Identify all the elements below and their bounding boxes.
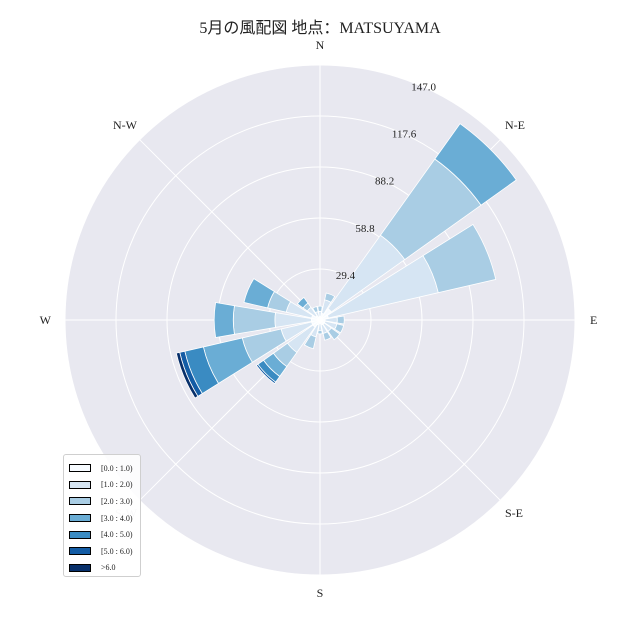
legend-swatch (69, 563, 91, 572)
legend-swatch (69, 464, 91, 473)
radial-tick-label-1: 58.8 (355, 223, 375, 235)
legend-item: >6.0 (69, 560, 135, 577)
legend-label: >6.0 (101, 563, 116, 573)
legend-item: [0.0 : 1.0) (69, 460, 135, 477)
bar-sector-13-bin-3 (243, 278, 275, 309)
legend-swatch (69, 514, 91, 523)
legend-label: [3.0 : 4.0) (101, 513, 133, 523)
bar-sector-12-bin-3 (213, 302, 235, 338)
legend-label: [5.0 : 6.0) (101, 546, 133, 556)
legend-swatch (69, 480, 91, 489)
radial-tick-label-3: 117.6 (392, 129, 417, 141)
grid-spoke-3 (319, 319, 501, 501)
direction-label-w: W (40, 313, 52, 327)
bar-sector-11-bin-6 (175, 351, 199, 399)
direction-label-n: N (316, 38, 325, 52)
bar-sector-14-bin-3 (296, 296, 309, 309)
legend-label: [0.0 : 1.0) (101, 463, 133, 473)
legend-item: [3.0 : 4.0) (69, 510, 135, 527)
bar-sector-10-bin-5 (255, 363, 277, 385)
bar-sector-1-bin-2 (324, 292, 336, 303)
direction-label-e: E (590, 313, 597, 327)
wind-bars (175, 123, 517, 399)
legend-item: [4.0 : 5.0) (69, 526, 135, 543)
radial-tick-label-0: 29.4 (336, 270, 356, 282)
legend: [0.0 : 1.0) [1.0 : 2.0) [2.0 : 3.0) [3.0 : … (63, 454, 141, 577)
legend-item: [2.0 : 3.0) (69, 493, 135, 510)
legend-swatch (69, 497, 91, 506)
bar-sector-5-bin-2 (334, 323, 345, 334)
bar-sector-2-bin-3 (434, 123, 517, 206)
legend-label: [2.0 : 3.0) (101, 496, 133, 506)
bar-sector-8-bin-2 (317, 329, 323, 335)
radial-tick-label-4: 147.0 (411, 81, 436, 93)
bar-sector-9-bin-2 (303, 334, 317, 350)
direction-label-n-w: N-W (113, 118, 138, 132)
direction-label-n-e: N-E (505, 118, 525, 132)
legend-label: [1.0 : 2.0) (101, 480, 133, 490)
direction-label-s: S (317, 586, 324, 600)
legend-swatch (69, 547, 91, 556)
direction-label-s-e: S-E (505, 506, 523, 520)
bar-sector-3-bin-2 (422, 223, 497, 294)
bar-sector-6-bin-2 (327, 327, 341, 341)
legend-label: [4.0 : 5.0) (101, 530, 133, 540)
bar-sector-0-bin-2 (317, 305, 323, 312)
chart-title: 5月の風配図 地点：MATSUYAMA (199, 19, 441, 37)
legend-item: [5.0 : 6.0) (69, 543, 135, 560)
radial-tick-label-2: 88.2 (375, 176, 394, 188)
legend-swatch (69, 530, 91, 539)
legend-item: [1.0 : 2.0) (69, 477, 135, 494)
bar-sector-7-bin-2 (322, 331, 332, 341)
bar-sector-4-bin-2 (336, 315, 345, 325)
bar-sector-15-bin-2 (312, 306, 319, 314)
grid-spoke-7 (139, 139, 321, 321)
